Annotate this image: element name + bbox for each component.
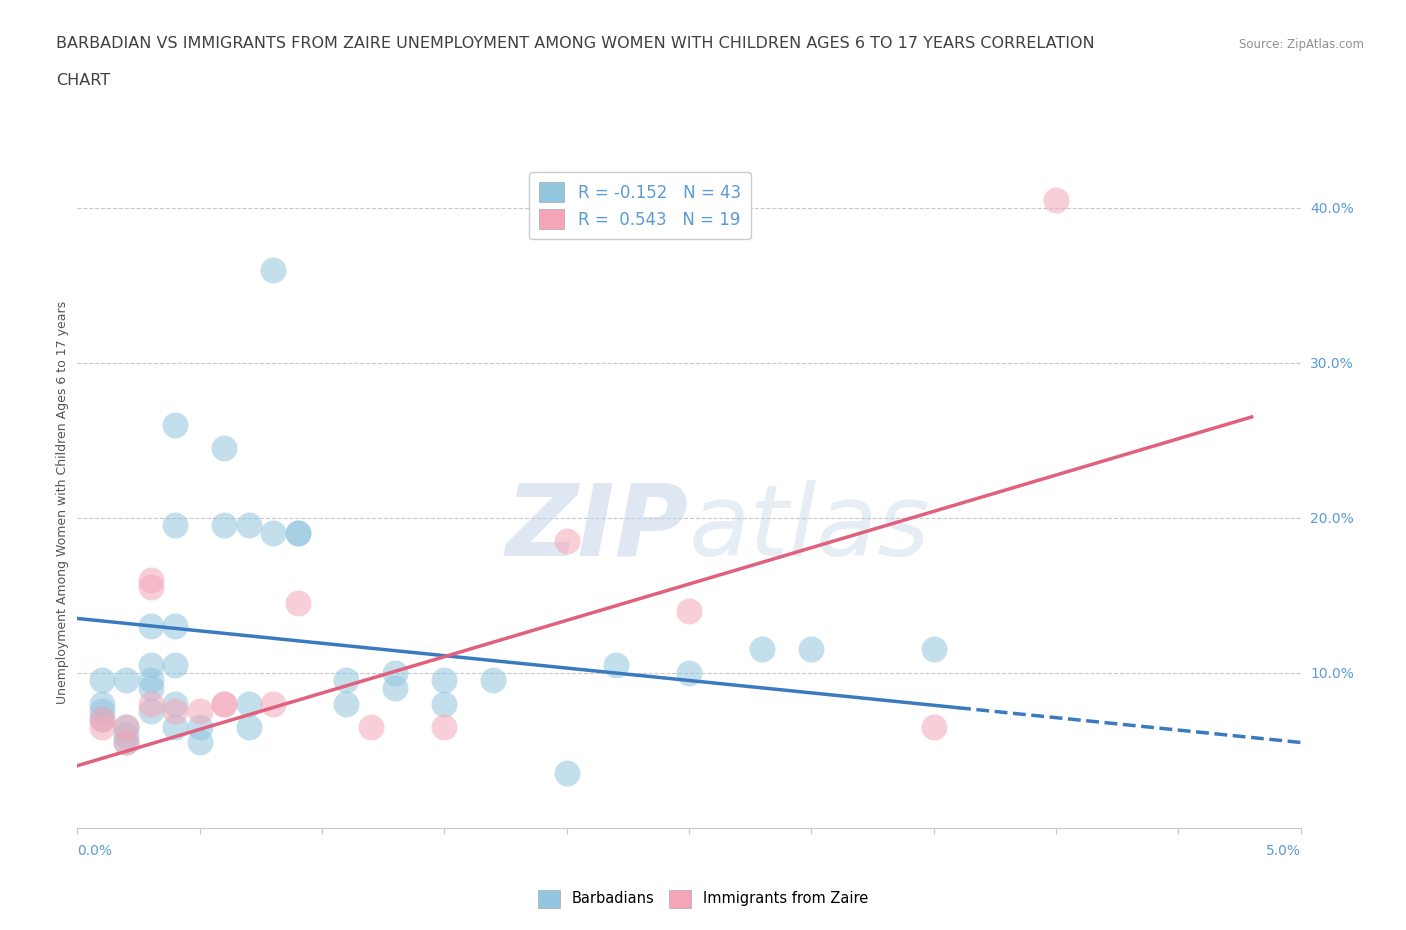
- Point: [555, 766, 578, 781]
- Point: [238, 720, 260, 735]
- Text: ZIP: ZIP: [506, 480, 689, 577]
- Point: [751, 642, 773, 657]
- Point: [212, 518, 235, 533]
- Point: [335, 673, 357, 688]
- Point: [165, 418, 187, 432]
- Point: [165, 704, 187, 719]
- Point: [238, 518, 260, 533]
- Y-axis label: Unemployment Among Women with Children Ages 6 to 17 years: Unemployment Among Women with Children A…: [56, 300, 69, 704]
- Point: [139, 704, 162, 719]
- Point: [555, 534, 578, 549]
- Point: [384, 681, 406, 696]
- Point: [433, 720, 456, 735]
- Point: [139, 618, 162, 633]
- Point: [433, 697, 456, 711]
- Point: [115, 720, 138, 735]
- Point: [165, 720, 187, 735]
- Point: [139, 580, 162, 595]
- Point: [212, 697, 235, 711]
- Text: atlas: atlas: [689, 480, 931, 577]
- Point: [139, 681, 162, 696]
- Point: [115, 720, 138, 735]
- Point: [800, 642, 823, 657]
- Point: [678, 604, 700, 618]
- Point: [115, 673, 138, 688]
- Point: [287, 595, 309, 610]
- Point: [188, 704, 211, 719]
- Text: CHART: CHART: [56, 73, 110, 88]
- Point: [482, 673, 505, 688]
- Point: [1045, 193, 1067, 207]
- Point: [922, 642, 945, 657]
- Text: Source: ZipAtlas.com: Source: ZipAtlas.com: [1239, 38, 1364, 51]
- Text: 5.0%: 5.0%: [1265, 844, 1301, 858]
- Text: 0.0%: 0.0%: [77, 844, 112, 858]
- Point: [384, 665, 406, 680]
- Point: [605, 658, 627, 672]
- Point: [360, 720, 382, 735]
- Point: [262, 697, 284, 711]
- Point: [678, 665, 700, 680]
- Point: [139, 572, 162, 587]
- Point: [262, 525, 284, 540]
- Text: BARBADIAN VS IMMIGRANTS FROM ZAIRE UNEMPLOYMENT AMONG WOMEN WITH CHILDREN AGES 6: BARBADIAN VS IMMIGRANTS FROM ZAIRE UNEMP…: [56, 36, 1095, 51]
- Point: [287, 525, 309, 540]
- Point: [90, 711, 112, 726]
- Point: [238, 697, 260, 711]
- Point: [922, 720, 945, 735]
- Point: [115, 727, 138, 742]
- Point: [188, 735, 211, 750]
- Point: [115, 735, 138, 750]
- Point: [433, 673, 456, 688]
- Legend: R = -0.152   N = 43, R =  0.543   N = 19: R = -0.152 N = 43, R = 0.543 N = 19: [529, 172, 751, 239]
- Point: [90, 697, 112, 711]
- Point: [212, 441, 235, 456]
- Point: [139, 673, 162, 688]
- Point: [90, 704, 112, 719]
- Point: [90, 673, 112, 688]
- Point: [335, 697, 357, 711]
- Point: [262, 262, 284, 277]
- Point: [165, 518, 187, 533]
- Legend: Barbadians, Immigrants from Zaire: Barbadians, Immigrants from Zaire: [533, 884, 873, 913]
- Point: [165, 658, 187, 672]
- Point: [165, 697, 187, 711]
- Point: [287, 525, 309, 540]
- Point: [212, 697, 235, 711]
- Point: [188, 720, 211, 735]
- Point: [139, 697, 162, 711]
- Point: [115, 735, 138, 750]
- Point: [165, 618, 187, 633]
- Point: [90, 720, 112, 735]
- Point: [139, 658, 162, 672]
- Point: [90, 711, 112, 726]
